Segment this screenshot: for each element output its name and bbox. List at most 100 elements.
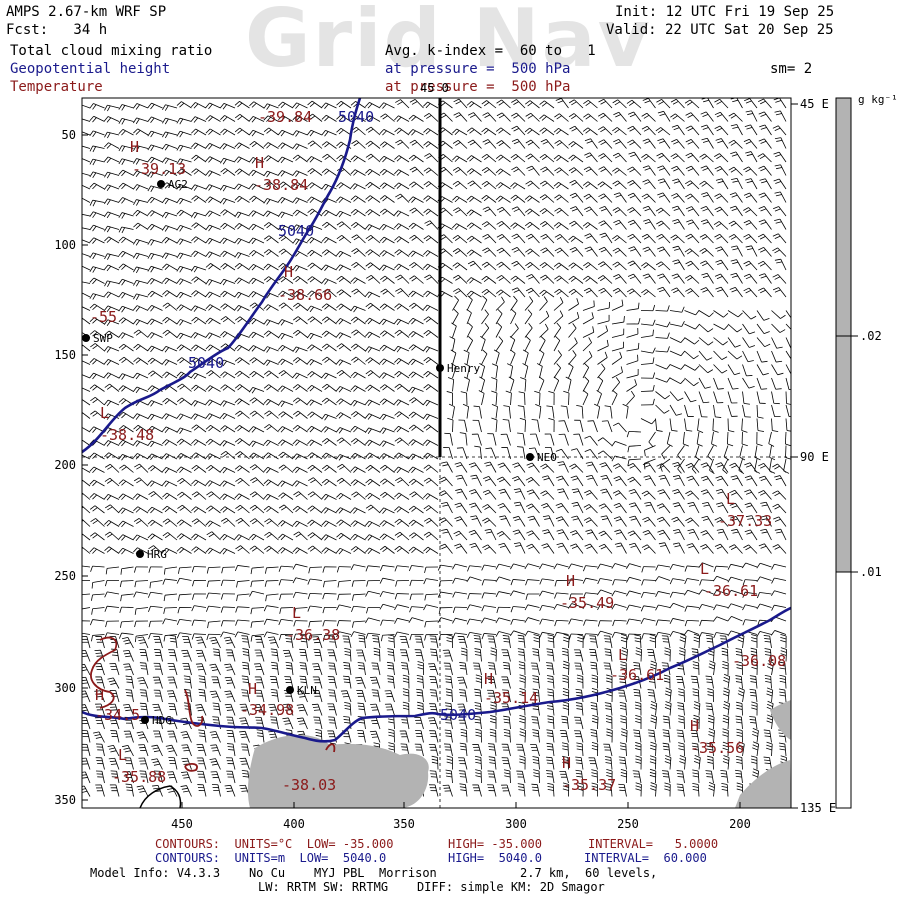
wind-barb <box>554 619 569 627</box>
wind-barb <box>328 635 337 649</box>
wind-barb <box>162 532 178 541</box>
wind-barb <box>713 350 728 360</box>
wind-barb <box>670 153 685 163</box>
colorbar-fill-mid <box>835 335 852 573</box>
wind-barb <box>778 688 787 703</box>
wind-barb <box>561 647 569 662</box>
wind-barb <box>89 466 105 474</box>
wind-barb <box>110 730 120 743</box>
wind-barb <box>760 528 772 541</box>
wind-barb <box>147 506 163 514</box>
wind-barb <box>768 431 775 447</box>
wind-barb <box>394 593 410 600</box>
wind-barb <box>133 518 149 527</box>
wind-barb <box>119 580 134 588</box>
wind-barb <box>481 564 497 571</box>
wind-barb <box>82 104 91 109</box>
wind-barb <box>597 437 613 446</box>
wind-barb <box>685 165 700 176</box>
wind-barb <box>321 438 337 446</box>
wind-barb <box>220 425 236 433</box>
wind-barb <box>772 247 787 257</box>
pressure-height: at pressure = 500 hPa <box>385 61 571 77</box>
wind-barb <box>198 688 207 703</box>
wind-barb <box>600 515 613 527</box>
wind-barb <box>770 630 787 636</box>
wind-barb <box>538 376 545 392</box>
wind-barb <box>468 462 482 473</box>
footer-height-interval: INTERVAL= 60.000 <box>584 851 707 865</box>
wind-barb <box>293 410 308 419</box>
wind-barb <box>758 273 772 284</box>
wind-barb <box>104 104 120 112</box>
wind-barb <box>756 576 772 583</box>
wind-barb <box>448 403 455 419</box>
wind-barb <box>655 346 670 353</box>
x-tick-label: 250 <box>617 817 639 831</box>
wind-barb <box>249 452 265 460</box>
wind-barb <box>118 385 134 392</box>
wind-barb <box>467 593 482 600</box>
wind-barb <box>148 491 163 500</box>
wind-barb <box>469 542 482 554</box>
wind-barb <box>466 209 482 217</box>
wind-barb <box>511 247 526 257</box>
wind-barb <box>205 453 221 460</box>
wind-barb <box>525 248 540 257</box>
wind-barb <box>700 165 714 176</box>
wind-barb <box>239 730 250 743</box>
wind-barb <box>482 489 497 500</box>
wind-barb <box>460 728 468 743</box>
wind-barb <box>713 323 729 330</box>
wind-barb <box>785 364 791 375</box>
wind-barb <box>503 728 511 743</box>
wind-barb <box>736 728 743 743</box>
wind-barb <box>501 649 511 662</box>
wind-barb <box>408 290 424 298</box>
wind-barb <box>263 304 279 311</box>
wind-barb <box>657 286 671 298</box>
wind-barb <box>554 207 569 217</box>
wind-barb <box>321 168 337 176</box>
wind-barb <box>351 248 366 257</box>
wind-barb <box>459 432 468 446</box>
wind-barb <box>539 208 555 217</box>
wind-barb <box>110 770 120 784</box>
wind-barb <box>785 377 791 391</box>
wind-barb <box>428 717 439 730</box>
wind-barb <box>503 769 511 784</box>
wind-barb <box>474 648 482 662</box>
wind-barb <box>254 649 265 662</box>
wind-barb <box>292 209 308 217</box>
wind-barb <box>394 155 410 163</box>
wind-barb <box>162 492 178 500</box>
wind-barb <box>562 674 569 689</box>
wind-barb <box>597 563 613 570</box>
wind-barb <box>423 477 439 487</box>
wind-barb <box>82 479 91 487</box>
wind-barb <box>524 208 540 217</box>
wind-barb <box>103 211 120 219</box>
wind-barb <box>582 603 598 610</box>
wind-barb <box>424 220 439 230</box>
wind-barb <box>400 716 410 730</box>
wind-barb <box>554 247 569 257</box>
wind-barb <box>409 139 424 149</box>
wind-barb <box>548 417 555 433</box>
wind-barb <box>399 730 410 743</box>
wind-barb <box>379 208 395 217</box>
wind-barb <box>438 490 453 500</box>
wind-barb <box>479 376 486 392</box>
wind-barb <box>250 566 265 575</box>
wind-barb <box>408 114 424 122</box>
wind-barb <box>626 604 642 611</box>
wind-barb <box>686 475 700 487</box>
wind-barb <box>583 517 598 527</box>
wind-barb <box>161 453 178 460</box>
wind-barb <box>147 223 163 231</box>
wind-barb <box>209 690 221 703</box>
wind-barb <box>220 506 236 514</box>
wind-barb <box>125 689 134 703</box>
wind-barb <box>591 769 598 784</box>
wind-barb <box>611 440 627 447</box>
